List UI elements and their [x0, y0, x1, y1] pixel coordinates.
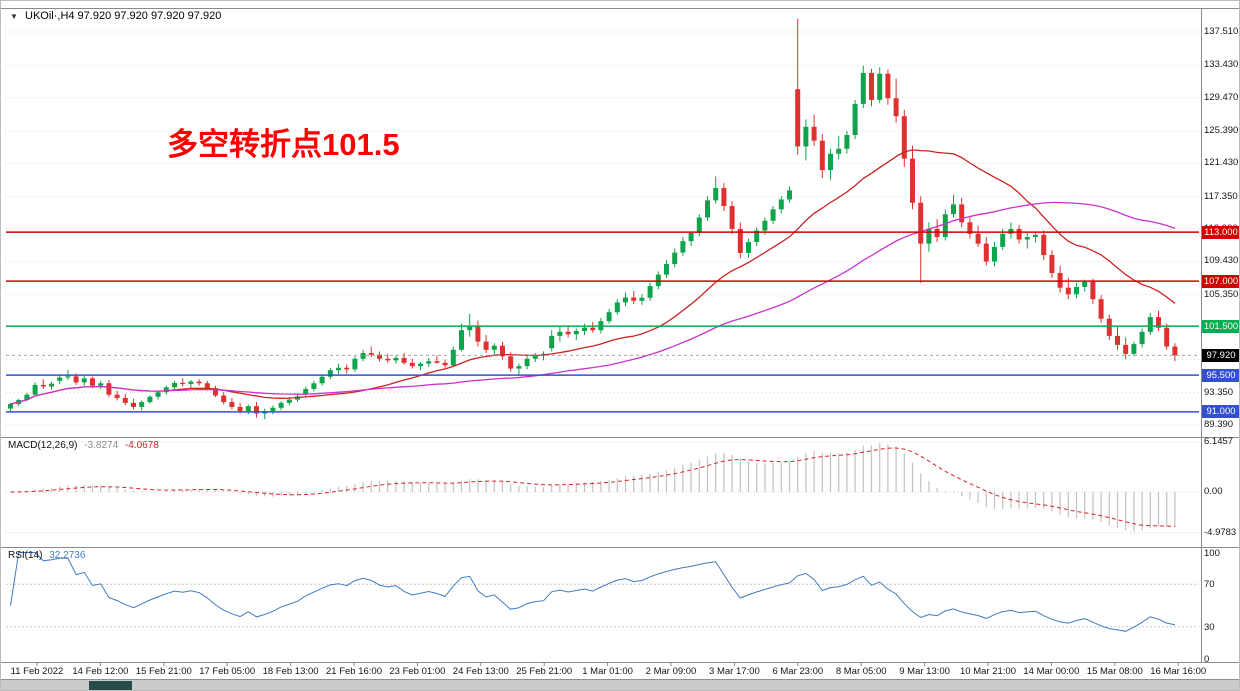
price-gridlines [6, 31, 1199, 426]
chart-tab[interactable] [89, 681, 132, 690]
macd-axis-label: 0.00 [1204, 486, 1223, 497]
time-axis-label: 9 Mar 13:00 [899, 666, 950, 677]
hline-badge-113.000: 113.000 [1202, 225, 1239, 239]
candles-layer [8, 18, 1178, 420]
rsi-axis-label: 0 [1204, 653, 1210, 665]
current-price-badge: 97.920 [1202, 348, 1239, 362]
rsi-value: 32.2736 [49, 550, 86, 561]
time-axis-label: 6 Mar 23:00 [772, 666, 824, 677]
price-axis-label: 137.510 [1204, 26, 1239, 37]
time-axis-label: 8 Mar 05:00 [835, 666, 887, 677]
rsi-axis-label: 30 [1204, 621, 1215, 633]
rsi-line [10, 552, 1176, 632]
price-axis-label: 105.350 [1204, 288, 1239, 300]
hline-badge-91.000: 91.000 [1202, 405, 1239, 419]
time-axis-label: 14 Mar 00:00 [1023, 666, 1080, 677]
time-axis-label: 23 Feb 01:00 [389, 666, 446, 677]
macd-indicator-label: MACD(12,26,9) -3.8274 -4.0678 [8, 440, 159, 451]
time-axis-label: 16 Mar 16:00 [1150, 666, 1207, 677]
macd-histogram [18, 443, 1176, 532]
macd-name: MACD(12,26,9) [8, 440, 78, 451]
rsi-axis-label: 70 [1204, 579, 1215, 591]
time-axis-label: 2 Mar 09:00 [645, 666, 697, 677]
time-axis-label: 1 Mar 01:00 [582, 666, 633, 677]
time-axis-label: 14 Feb 12:00 [72, 666, 129, 677]
time-axis-label: 21 Feb 16:00 [326, 666, 382, 677]
price-axis-label: 117.350 [1204, 190, 1238, 202]
time-axis-label: 25 Feb 21:00 [516, 666, 573, 677]
price-axis-label: 89.390 [1204, 419, 1234, 430]
time-axis-label: 10 Mar 21:00 [960, 666, 1016, 677]
macd-signal-line [10, 447, 1175, 527]
price-axis-label: 133.430 [1204, 59, 1239, 71]
price-axis-label: 109.430 [1204, 255, 1239, 267]
time-axis-label: 18 Feb 13:00 [262, 666, 319, 677]
macd-axis-label: -4.9783 [1204, 526, 1237, 538]
ma-20-line [10, 149, 1176, 405]
time-axis-label: 24 Feb 13:00 [452, 666, 509, 677]
time-axis-label: 15 Mar 08:00 [1086, 666, 1143, 677]
rsi-axis-label: 100 [1204, 547, 1220, 559]
price-axis-label: 129.470 [1204, 91, 1239, 103]
time-axis-label: 3 Mar 17:00 [709, 666, 760, 677]
chart-annotation-text: 多空转折点101.5 [167, 127, 400, 162]
price-axis-label: 121.430 [1204, 157, 1239, 169]
time-axis-label: 17 Feb 05:00 [199, 666, 256, 677]
hline-badge-101.500: 101.500 [1202, 319, 1239, 333]
time-axis-label: 15 Feb 21:00 [135, 666, 192, 677]
price-axis-label: 93.350 [1204, 386, 1234, 398]
price-axis-label: 125.390 [1204, 124, 1239, 136]
macd-main-value: -3.8274 [84, 440, 119, 451]
rsi-name: RSI(14) [8, 550, 43, 561]
time-axis-label: 11 Feb 2022 [10, 666, 64, 677]
hline-badge-107.000: 107.000 [1202, 274, 1239, 288]
chart-title: UKOil·,H4 97.920 97.920 97.920 97.920 [25, 10, 222, 22]
macd-signal-value: -4.0678 [124, 440, 159, 451]
macd-axis-label: 6.1457 [1204, 436, 1234, 447]
bottom-tab-bar [1, 679, 1239, 690]
ma-50-line [10, 201, 1176, 405]
chart-dropdown-icon[interactable]: ▼ [10, 12, 18, 21]
hline-badge-95.500: 95.500 [1202, 368, 1239, 382]
rsi-indicator-label: RSI(14) 32.2736 [8, 550, 85, 561]
